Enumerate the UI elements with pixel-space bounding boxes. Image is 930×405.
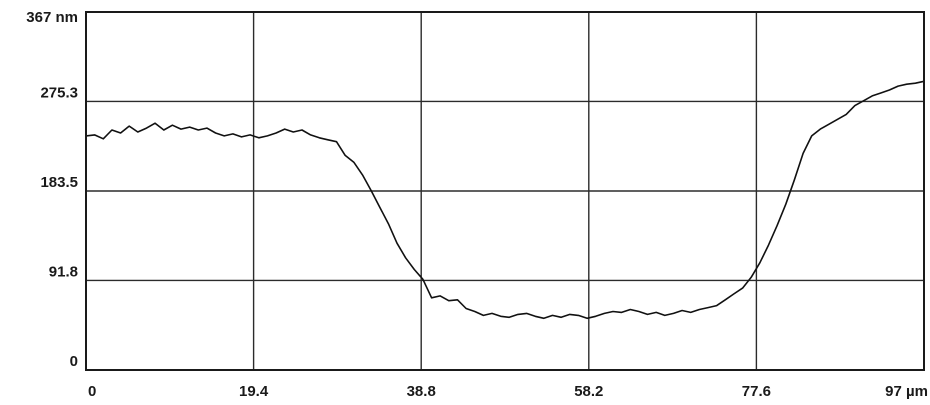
grid <box>86 12 924 370</box>
y-tick-label: 183.5 <box>40 174 78 191</box>
profile-line <box>85 80 925 320</box>
y-tick-label: 0 <box>70 353 78 370</box>
y-tick-label: 275.3 <box>40 84 78 101</box>
x-tick-label: 19.4 <box>239 383 269 400</box>
y-tick-label: 91.8 <box>49 263 78 280</box>
x-tick-label: 38.8 <box>407 383 436 400</box>
x-tick-label: 58.2 <box>574 383 603 400</box>
y-tick-label: 367 nm <box>26 9 78 26</box>
x-tick-label: 0 <box>88 383 96 400</box>
y-axis-labels: 0 91.8 183.5 275.3 367 nm <box>26 9 78 370</box>
plot-frame <box>85 11 925 371</box>
x-axis-labels: 0 19.4 38.8 58.2 77.6 97 µm <box>88 383 928 400</box>
x-tick-label: 97 µm <box>885 383 928 400</box>
x-tick-label: 77.6 <box>742 383 771 400</box>
